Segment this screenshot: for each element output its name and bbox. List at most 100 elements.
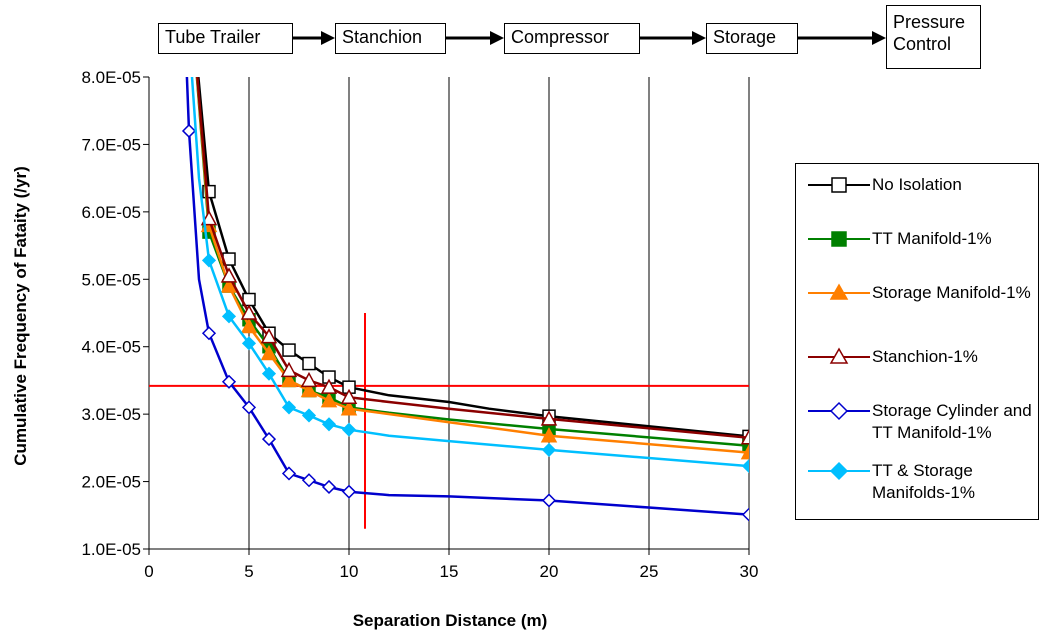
point-2-8 [540,427,558,443]
point-4-5 [281,466,297,481]
point-4-8 [341,484,357,499]
y-tick-label-0: 1.0E-05 [81,540,141,559]
legend-marker-storage-manifold [808,283,870,300]
x-tick-label-2: 10 [340,562,359,581]
point-4-1 [201,326,217,341]
point-4-7 [321,479,337,495]
legend-item-storage-cylinder: Storage Cylinder and TT Manifold-1% [808,400,1038,450]
y-tick-label-4: 5.0E-05 [81,270,141,289]
x-axis-title: Separation Distance (m) [353,611,548,630]
x-tick-label-3: 15 [440,562,459,581]
flow-box-storage: Storage [706,23,798,54]
point-5-9 [741,459,749,474]
series-line-2 [195,77,749,454]
series-2 [195,77,749,460]
point-5-7 [341,422,357,437]
legend-marker-no-isolation [808,177,870,193]
point-4-4 [261,432,277,447]
flow-arrow-4-head [872,31,886,45]
point-2-9 [740,443,749,460]
point-4-0 [181,123,197,139]
y-tick-label-1: 2.0E-05 [81,473,141,492]
gridlines [248,77,750,549]
point-4-9 [541,493,557,508]
point-5-6 [321,417,337,432]
legend-marker-stanchion [808,347,870,364]
point-3-1 [220,267,238,283]
y-tick-label-5: 6.0E-05 [81,203,141,222]
x-tick-label-1: 5 [244,562,253,581]
legend-item-no-isolation: No Isolation [808,174,1038,224]
x-tick-label-4: 20 [540,562,559,581]
legend-item-stanchion: Stanchion-1% [808,346,1038,396]
flow-arrow-1-head [321,31,335,45]
point-2-5 [300,381,318,398]
y-tick-label-3: 4.0E-05 [81,338,141,357]
point-3-4 [280,361,298,378]
point-3-6 [320,378,338,394]
series [181,77,749,522]
legend-label-storage-manifold: Storage Manifold-1% [872,283,1031,302]
flow-box-tube-trailer: Tube Trailer [158,23,293,54]
point-2-7 [340,400,358,416]
point-5-1 [221,309,237,324]
flow-box-pressure-control: Pressure Control [886,5,981,69]
legend-label-tt-storage: TT & Storage Manifolds-1% [872,461,975,502]
point-2-1 [220,277,238,293]
flow-box-compressor: Compressor [504,23,640,54]
legend-item-tt-manifold: TT Manifold-1% [808,228,1038,278]
point-3-8 [540,410,558,426]
y-axis-title: Cumulative Frequency of Fataity (/yr) [11,166,30,465]
point-1-9 [742,439,749,453]
point-2-4 [280,371,298,388]
legend-item-storage-manifold: Storage Manifold-1% [808,282,1038,332]
x-tick-label-5: 25 [640,562,659,581]
x-tick-label-6: 30 [740,562,759,581]
legend-label-stanchion: Stanchion-1% [872,347,978,366]
flow-arrow-2-head [490,31,504,45]
series-line-0 [197,77,749,438]
series-5 [190,77,749,474]
point-5-5 [301,408,317,423]
point-4-3 [241,400,257,415]
point-4-2 [221,374,237,389]
axes [143,76,750,555]
point-5-3 [261,366,277,381]
point-2-2 [240,317,258,334]
legend-marker-tt-storage [808,461,870,481]
x-tick-label-0: 0 [144,562,153,581]
series-0 [197,77,749,444]
point-3-2 [240,304,258,320]
point-3-5 [300,371,318,388]
legend-label-no-isolation: No Isolation [872,175,962,194]
series-4 [181,77,749,522]
series-line-5 [190,77,749,468]
point-3-3 [260,328,278,344]
legend-marker-storage-cylinder [808,401,870,421]
point-0-4 [282,343,296,357]
point-5-4 [281,400,297,415]
y-tick-label-6: 7.0E-05 [81,135,141,154]
point-2-6 [320,392,338,408]
legend-label-storage-cylinder: Storage Cylinder and TT Manifold-1% [872,401,1032,442]
flow-arrow-3-head [692,31,706,45]
legend-item-tt-storage: TT & Storage Manifolds-1% [808,460,1038,510]
point-2-3 [260,344,278,361]
point-0-5 [302,356,316,371]
legend-label-tt-manifold: TT Manifold-1% [872,229,992,248]
tick-labels: 1.0E-05 2.0E-05 3.0E-05 4.0E-05 5.0E-05 6.0E-… [81,68,758,581]
flow-box-stanchion: Stanchion [335,23,446,54]
point-3-7 [340,388,358,405]
point-5-8 [541,442,557,457]
point-4-6 [301,473,317,488]
point-5-2 [241,336,257,351]
point-4-10 [741,507,749,522]
point-3-9 [740,429,749,445]
flow-arrows [293,31,886,45]
legend-marker-tt-manifold [808,231,870,247]
point-5-0 [201,253,217,268]
y-tick-label-7: 8.0E-05 [81,68,141,87]
series-3 [196,77,749,445]
legend: No Isolation TT Manifold-1% Storage Mani… [795,163,1039,520]
